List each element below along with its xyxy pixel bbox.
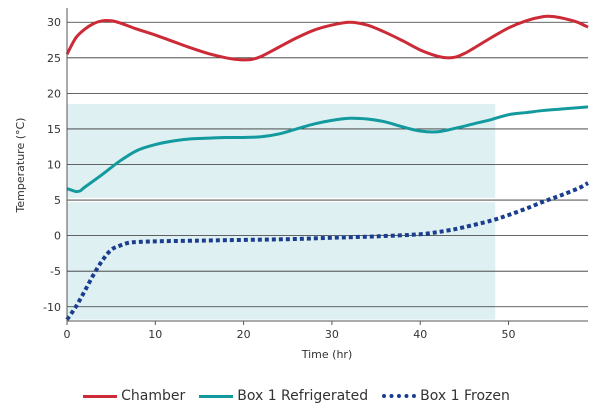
legend-label-chamber: Chamber [121, 388, 186, 404]
series-line-box1-refrigerated [66, 105, 589, 194]
x-tick-label: 30 [325, 328, 339, 341]
legend: Chamber Box 1 Refrigerated Box 1 Frozen [0, 385, 593, 407]
x-axis-title: Time (hr) [301, 348, 353, 361]
tick-labels: -10 -5 0 5 10 15 20 25 30 0 10 20 30 40 50 [43, 16, 515, 341]
legend-item-box1-refrigerated: Box 1 Refrigerated [199, 388, 368, 404]
y-tick-label: 5 [54, 194, 61, 207]
gridlines [67, 21, 588, 308]
legend-label-box1-refrigerated: Box 1 Refrigerated [237, 388, 369, 404]
y-tick-label: -10 [43, 301, 61, 314]
y-tick-label: 15 [47, 123, 61, 136]
series-lines [65, 14, 590, 321]
shaded-band-1 [67, 202, 496, 320]
x-tick-label: 0 [64, 328, 71, 341]
series-line-box1-frozen [65, 181, 590, 321]
temperature-chart: -10 -5 0 5 10 15 20 25 30 0 10 20 30 40 50 Time (hr) T… [14, 8, 590, 361]
y-tick-label: 0 [54, 230, 61, 243]
shaded-band-0 [67, 104, 496, 198]
y-tick-label: 25 [47, 52, 61, 65]
x-tick-label: 50 [502, 328, 516, 341]
y-tick-label: 10 [47, 159, 61, 172]
series-line-chamber [65, 14, 589, 62]
legend-item-chamber: Chamber [83, 388, 185, 404]
y-tick-label: 30 [47, 16, 61, 29]
x-tick-label: 20 [237, 328, 251, 341]
legend-swatch-box1-refrigerated [199, 394, 234, 398]
legend-swatch-chamber [83, 394, 118, 398]
shaded-region [67, 104, 496, 320]
axes [66, 8, 588, 322]
x-tick-label: 10 [148, 328, 162, 341]
legend-item-box1-frozen: Box 1 Frozen [382, 388, 510, 404]
y-tick-label: 20 [47, 87, 61, 100]
legend-label-box1-frozen: Box 1 Frozen [420, 388, 510, 404]
legend-swatch-box1-frozen [382, 394, 417, 398]
y-tick-label: -5 [50, 265, 61, 278]
x-tick-label: 40 [413, 328, 427, 341]
y-axis-title: Temperature (°C) [14, 118, 27, 214]
